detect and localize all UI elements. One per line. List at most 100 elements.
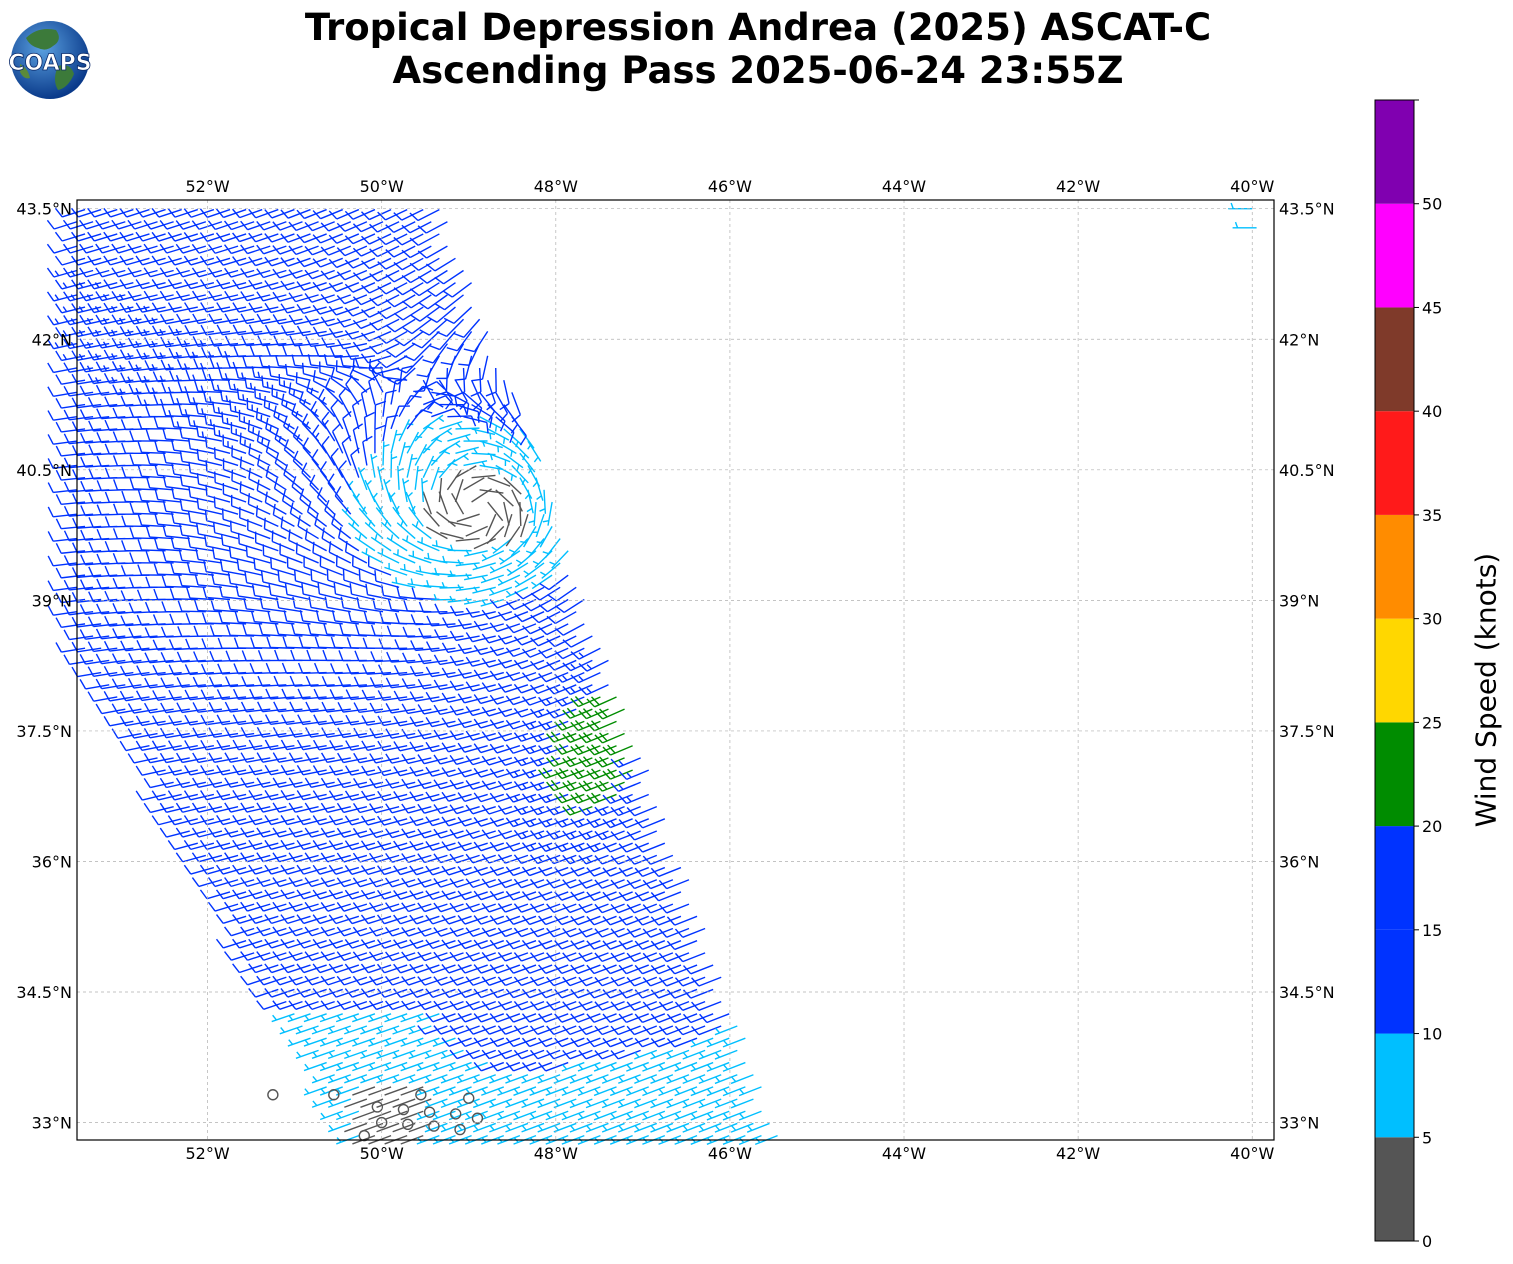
wind-barb	[295, 1049, 319, 1059]
wind-barb	[54, 231, 86, 242]
wind-barb	[650, 1074, 674, 1084]
wind-barb	[465, 902, 496, 913]
wind-barb	[479, 391, 496, 421]
wind-barb	[256, 802, 287, 813]
wind-barb	[423, 580, 448, 589]
wind-barb	[430, 427, 453, 442]
wind-barb	[417, 537, 440, 552]
wind-barb	[409, 257, 440, 271]
wind-barb	[199, 208, 231, 218]
wind-barb	[175, 852, 207, 863]
wind-barb	[361, 765, 392, 776]
wind-barb	[514, 574, 537, 588]
wind-barb	[586, 988, 617, 999]
wind-barb	[305, 701, 335, 713]
colorbar-label-text: Wind Speed (knots)	[1469, 552, 1503, 828]
wind-barb	[280, 864, 311, 875]
wind-barb	[63, 555, 94, 566]
wind-barb	[46, 243, 78, 254]
colorbar-segment	[1375, 722, 1414, 827]
wind-barb	[104, 443, 134, 455]
wind-barb	[336, 802, 368, 814]
wind-barb	[224, 827, 255, 838]
wind-barb	[184, 765, 215, 776]
wind-barb	[666, 964, 698, 975]
wind-barb	[498, 550, 521, 565]
wind-barb	[264, 889, 295, 900]
wind-barb	[111, 728, 142, 739]
wind-barb	[119, 279, 150, 290]
wind-barb	[168, 715, 198, 726]
wind-barb	[257, 335, 287, 347]
wind-barb	[304, 951, 335, 961]
wind-barb	[328, 327, 360, 339]
wind-barb	[248, 324, 279, 336]
wind-barb	[545, 1086, 569, 1096]
wind-barb	[503, 477, 522, 495]
wind-barb	[658, 976, 690, 987]
wind-barb	[283, 610, 311, 625]
wind-barb	[497, 1086, 521, 1096]
wind-barb	[409, 208, 440, 222]
wind-barb	[288, 727, 319, 738]
wind-barb	[393, 665, 424, 676]
wind-barb	[385, 245, 416, 258]
wind-barb	[465, 878, 496, 889]
wind-barb	[256, 220, 287, 231]
wind-barb	[457, 915, 488, 925]
wind-barb	[226, 624, 255, 637]
wind-barb	[95, 653, 126, 665]
wind-barb	[324, 499, 344, 527]
wind-barb	[523, 562, 545, 578]
wind-barb	[95, 678, 126, 690]
wind-barb	[95, 267, 126, 278]
wind-barb	[296, 839, 327, 851]
wind-barb	[491, 538, 513, 554]
wind-barb	[204, 509, 231, 528]
wind-barb	[586, 792, 617, 804]
wind-barb	[127, 678, 158, 689]
wind-barb	[272, 503, 295, 528]
wind-barb	[481, 829, 513, 840]
wind-barb	[393, 282, 424, 296]
wind-barb	[288, 975, 319, 986]
wind-barb	[328, 257, 360, 269]
axis-ticks: 52°W52°W50°W50°W48°W48°W46°W46°W44°W44°W…	[16, 177, 1334, 1163]
wind-barb	[497, 1000, 529, 1011]
wind-barb	[361, 740, 392, 751]
wind-barb	[80, 529, 110, 541]
wind-barb	[417, 704, 448, 715]
wind-barb	[618, 818, 649, 829]
wind-barb	[642, 927, 674, 938]
wind-barb	[473, 841, 505, 852]
wind-barb	[329, 740, 359, 751]
wind-barb	[473, 1037, 505, 1048]
wind-barb	[714, 1025, 738, 1036]
wind-barb	[311, 1074, 335, 1084]
map-title: Tropical Depression Andrea (2025) ASCAT-…	[150, 6, 1366, 92]
wind-barb	[320, 975, 352, 986]
wind-barb	[362, 637, 392, 649]
wind-barb	[200, 689, 231, 701]
wind-barb	[330, 447, 344, 478]
wind-barb	[537, 1122, 561, 1133]
wind-barb	[162, 525, 190, 540]
wind-barb	[497, 952, 529, 962]
wind-barb	[162, 428, 190, 442]
wind-barb	[521, 866, 553, 877]
wind-barb	[377, 840, 408, 851]
wind-barb	[553, 1098, 577, 1109]
wind-barb	[327, 1025, 352, 1035]
wind-barb	[176, 727, 206, 739]
wind-barb	[321, 701, 351, 713]
wind-barb	[361, 306, 392, 318]
wind-barb	[570, 842, 601, 853]
wind-barb	[304, 827, 335, 838]
wind-barb	[159, 802, 190, 814]
wind-barb	[296, 739, 327, 751]
wind-barb	[96, 480, 126, 492]
wind-barb	[296, 303, 327, 315]
wind-barb	[1228, 202, 1253, 210]
wind-barb	[489, 719, 521, 730]
wind-barb	[160, 702, 190, 714]
